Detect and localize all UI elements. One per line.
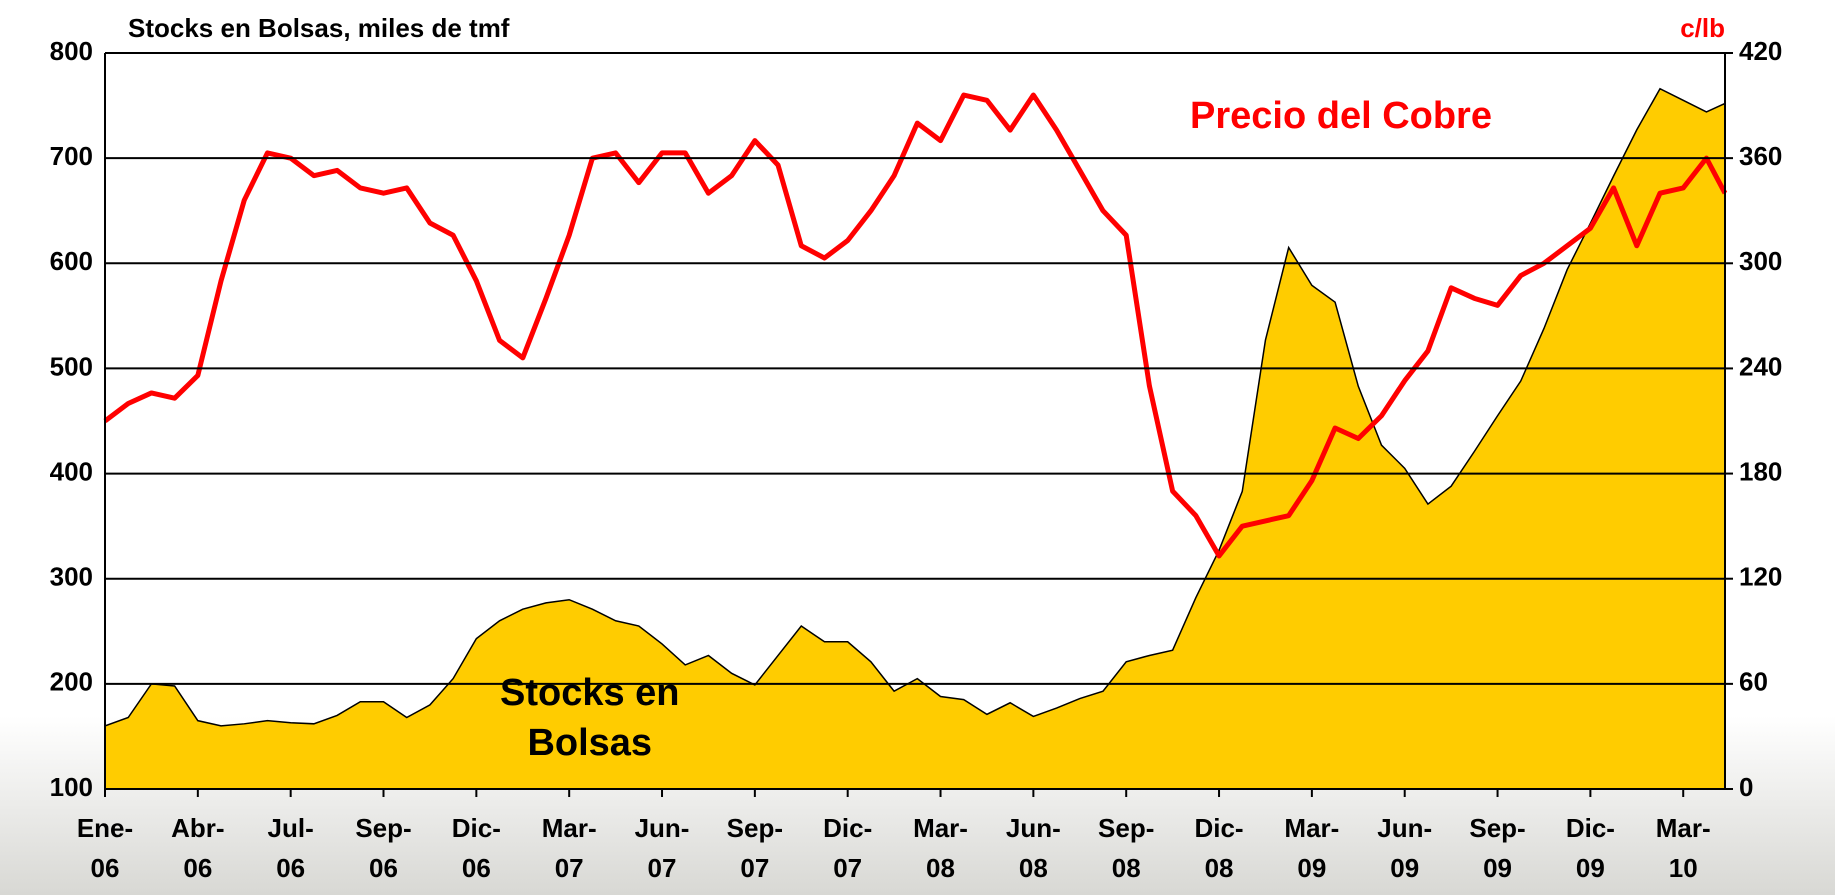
y2-axis-label: c/lb xyxy=(1680,13,1725,43)
price-annotation: Precio del Cobre xyxy=(1190,95,1492,137)
y-tick-label: 300 xyxy=(50,562,93,592)
y2-tick-label: 300 xyxy=(1739,246,1782,276)
y-tick-label: 500 xyxy=(50,351,93,381)
x-tick-label: Mar- 07 xyxy=(541,813,597,883)
x-tick-label: Sep- 06 xyxy=(355,813,412,883)
x-tick-label: Dic- 09 xyxy=(1565,813,1615,883)
x-tick-label: Dic- 07 xyxy=(823,813,873,883)
axes: 100 200 300 400 500 600 700 800 0 60 120 180 240 300 3… xyxy=(50,36,1783,802)
chart-title: Stocks en Bolsas, miles de tmf xyxy=(128,13,510,43)
x-tick-label: Mar- 09 xyxy=(1284,813,1340,883)
x-tick-label: Sep- 09 xyxy=(1469,813,1526,883)
x-tick-label: Jun- 08 xyxy=(1005,813,1061,883)
stocks-annotation: Stocks en Bolsas xyxy=(500,672,680,764)
y2-tick-label: 120 xyxy=(1739,562,1782,592)
y-tick-label: 800 xyxy=(50,36,93,66)
data xyxy=(103,87,1728,790)
x-tick-label: Abr- 06 xyxy=(171,813,225,883)
x-tick-label: Ene- 06 xyxy=(76,813,134,883)
x-tick-label: Sep- 08 xyxy=(1098,813,1155,883)
y2-tick-label: 0 xyxy=(1739,772,1753,802)
price-line xyxy=(103,92,1728,559)
y-tick-label: 100 xyxy=(50,772,93,802)
y2-tick-label: 360 xyxy=(1739,141,1782,171)
x-tick-label: Mar- 08 xyxy=(913,813,968,883)
y-tick-label: 400 xyxy=(50,456,93,486)
x-tick-label: Dic- 06 xyxy=(451,813,501,883)
x-tick-label: Sep- 07 xyxy=(726,813,784,883)
x-tick-label: Jun- 07 xyxy=(634,813,690,883)
y2-tick-label: 60 xyxy=(1739,667,1768,697)
y-tick-label: 700 xyxy=(50,141,93,171)
x-tick-label: Dic- 08 xyxy=(1194,813,1244,883)
x-tick-label: Jun- 09 xyxy=(1377,813,1433,883)
x-tick-label: Mar- 10 xyxy=(1655,813,1711,883)
y2-tick-label: 420 xyxy=(1739,36,1782,66)
y-tick-label: 200 xyxy=(50,667,93,697)
y-tick-label: 600 xyxy=(50,246,93,276)
stocks-area xyxy=(104,87,1726,790)
x-tick-label: Jul- 06 xyxy=(267,813,314,883)
y2-tick-label: 180 xyxy=(1739,456,1782,486)
y2-tick-label: 240 xyxy=(1739,351,1782,381)
